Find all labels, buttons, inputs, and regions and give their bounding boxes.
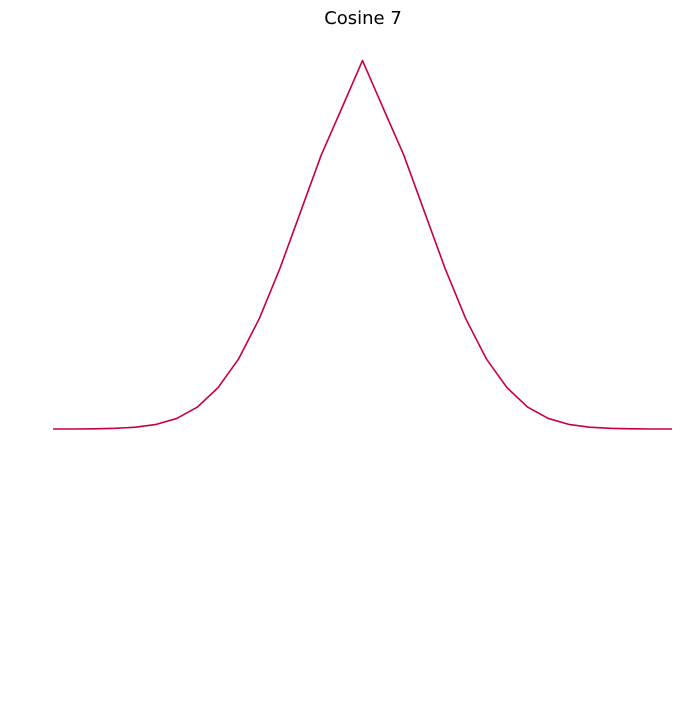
plot-area — [53, 59, 672, 430]
chart-title: Cosine 7 — [324, 8, 402, 29]
series-line-0 — [53, 59, 672, 430]
